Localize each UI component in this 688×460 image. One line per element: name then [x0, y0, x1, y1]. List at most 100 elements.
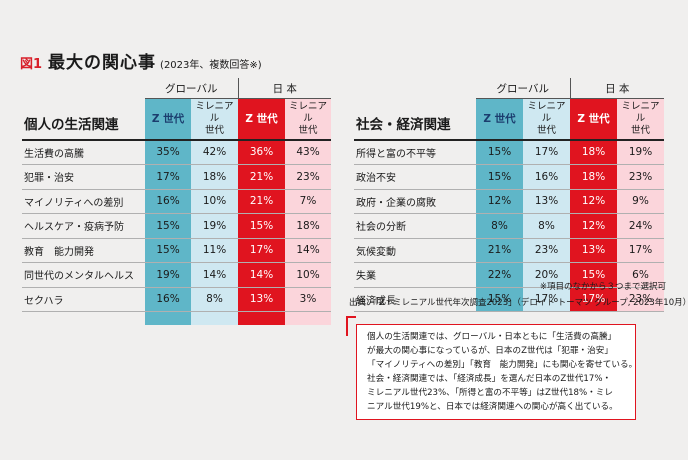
- cell-global-genz: 35%: [145, 139, 191, 165]
- row-label: 犯罪・治安: [22, 164, 145, 190]
- cell-japan-millennial: 24%: [617, 213, 664, 239]
- table-personal-life: グローバル 日 本 個人の生活関連 Z 世代 ミレニアル 世代 Z 世代 ミレニア…: [22, 78, 331, 325]
- commentary-line: 「マイノリティへの差別」「教育 能力開発」にも関心を寄せている。: [367, 360, 638, 370]
- cell-global-genz: 16%: [145, 189, 191, 214]
- figure-subtitle: (2023年、複数回答※): [160, 60, 262, 71]
- cell-global-genz: 16%: [145, 287, 191, 312]
- cell-japan-genz: 21%: [238, 189, 285, 214]
- table-row: 経済成長 15% 17% 17% 23%: [354, 287, 664, 312]
- table-row: 所得と富の不平等 15% 17% 18% 19%: [354, 139, 664, 165]
- row-label: 失業: [354, 262, 476, 288]
- cell-global-genz: 8%: [476, 213, 523, 239]
- figure-number: 図1: [20, 57, 43, 72]
- table-title: 社会・経済関連: [354, 98, 476, 141]
- row-label: 同世代のメンタルヘルス: [22, 262, 145, 288]
- table-row: 気候変動 21% 23% 13% 17%: [354, 238, 664, 263]
- row-label: セクハラ: [22, 287, 145, 312]
- figure-main-title: 最大の関心事: [48, 53, 157, 73]
- table-row: 失業 22% 20% 15% 6%: [354, 262, 664, 288]
- col-header-japan-millennial: ミレニアル 世代: [285, 98, 331, 141]
- figure-title: 図1 最大の関心事 (2023年、複数回答※): [20, 48, 262, 73]
- commentary-line: ニアル世代19%と、日本では経済関連への関心が高く出ている。: [367, 402, 618, 412]
- row-label: 教育 能力開発: [22, 238, 145, 263]
- table-row: 政府・企業の腐敗 12% 13% 12% 9%: [354, 189, 664, 214]
- table-row: 生活費の高騰 35% 42% 36% 43%: [22, 139, 331, 165]
- commentary-line: が最大の関心事になっているが、日本のZ世代は「犯罪・治安」: [367, 346, 613, 356]
- selection-note: ※項目のなかから３つまで選択可: [539, 282, 666, 292]
- group-japan-label: 日 本: [237, 78, 331, 99]
- cell-japan-millennial: 9%: [617, 189, 664, 214]
- cell-global-millennial: 20%: [523, 262, 570, 288]
- cell-japan-millennial: 23%: [617, 287, 664, 312]
- cell-japan-millennial: 6%: [617, 262, 664, 288]
- cell-japan-genz: 36%: [238, 139, 285, 165]
- cell-japan-genz: 18%: [570, 139, 617, 165]
- commentary-line: 個人の生活関連では、グローバル・日本ともに「生活費の高騰」: [367, 332, 617, 342]
- cell-japan-millennial: 23%: [617, 164, 664, 190]
- cell-global-genz: 22%: [476, 262, 523, 288]
- col-header-global-millennial: ミレニアル 世代: [523, 98, 570, 141]
- cell-japan-millennial: 18%: [285, 213, 331, 239]
- cell-japan-genz: 12%: [570, 189, 617, 214]
- callout-connector: [346, 316, 356, 318]
- cell-global-millennial: 10%: [191, 189, 238, 214]
- commentary-box: 個人の生活関連では、グローバル・日本ともに「生活費の高騰」 が最大の関心事になって…: [356, 324, 638, 420]
- cell-global-genz: 15%: [476, 287, 523, 312]
- cell-global-genz: 17%: [145, 164, 191, 190]
- cell-japan-genz: 15%: [570, 262, 617, 288]
- row-label: 政治不安: [354, 164, 476, 190]
- table-title: 個人の生活関連: [22, 98, 145, 141]
- col-header-japan-genz: Z 世代: [570, 98, 617, 141]
- table-row: セクハラ 16% 8% 13% 3%: [22, 287, 331, 312]
- row-label: 気候変動: [354, 238, 476, 263]
- table-row: ヘルスケア・疫病予防 15% 19% 15% 18%: [22, 213, 331, 239]
- row-label: 生活費の高騰: [22, 139, 145, 165]
- cell-global-genz: 15%: [145, 238, 191, 263]
- cell-global-millennial: 8%: [191, 287, 238, 312]
- cell-japan-millennial: 43%: [285, 139, 331, 165]
- row-label: 社会の分断: [354, 213, 476, 239]
- commentary-line: ミレニアル世代23%、「所得と富の不平等」はZ世代18%・ミレ: [367, 388, 613, 398]
- cell-global-genz: 15%: [476, 164, 523, 190]
- source-note: 出典：「Z・ミレニアル世代年次調査2023」（デロイト トーマツ グループ, 2…: [349, 298, 688, 308]
- table-row: 教育 能力開発 15% 11% 17% 14%: [22, 238, 331, 263]
- group-global-label: グローバル: [476, 78, 570, 99]
- cell-global-millennial: 13%: [523, 189, 570, 214]
- cell-global-genz: 15%: [145, 213, 191, 239]
- cell-japan-genz: 21%: [238, 164, 285, 190]
- cell-global-millennial: 42%: [191, 139, 238, 165]
- cell-japan-millennial: 14%: [285, 238, 331, 263]
- cell-global-millennial: 19%: [191, 213, 238, 239]
- cell-global-genz: 19%: [145, 262, 191, 288]
- cell-japan-genz: 18%: [570, 164, 617, 190]
- cell-global-millennial: 8%: [523, 213, 570, 239]
- cell-japan-millennial: 23%: [285, 164, 331, 190]
- table-row: 犯罪・治安 17% 18% 21% 23%: [22, 164, 331, 190]
- col-header-japan-millennial: ミレニアル 世代: [617, 98, 664, 141]
- cell-global-genz: 15%: [476, 139, 523, 165]
- cell-global-millennial: 11%: [191, 238, 238, 263]
- cell-japan-genz: 14%: [238, 262, 285, 288]
- table-row: 社会の分断 8% 8% 12% 24%: [354, 213, 664, 239]
- cell-japan-millennial: 7%: [285, 189, 331, 214]
- table-social-economic: グローバル 日 本 社会・経済関連 Z 世代 ミレニアル 世代 Z 世代 ミレニア…: [354, 78, 664, 312]
- cell-global-millennial: 23%: [523, 238, 570, 263]
- col-header-global-genz: Z 世代: [476, 98, 523, 141]
- table-row: マイノリティへの差別 16% 10% 21% 7%: [22, 189, 331, 214]
- cell-japan-millennial: 17%: [617, 238, 664, 263]
- cell-global-millennial: 17%: [523, 139, 570, 165]
- cell-global-genz: 12%: [476, 189, 523, 214]
- table-row: 政治不安 15% 16% 18% 23%: [354, 164, 664, 190]
- group-japan-label: 日 本: [569, 78, 664, 99]
- row-label: 所得と富の不平等: [354, 139, 476, 165]
- cell-global-millennial: 16%: [523, 164, 570, 190]
- cell-japan-millennial: 10%: [285, 262, 331, 288]
- cell-global-millennial: 18%: [191, 164, 238, 190]
- cell-japan-genz: 13%: [238, 287, 285, 312]
- cell-japan-millennial: 3%: [285, 287, 331, 312]
- table-row: 同世代のメンタルヘルス 19% 14% 14% 10%: [22, 262, 331, 288]
- group-global-label: グローバル: [145, 78, 238, 99]
- cell-japan-genz: 17%: [570, 287, 617, 312]
- cell-japan-millennial: 19%: [617, 139, 664, 165]
- row-label: 政府・企業の腐敗: [354, 189, 476, 214]
